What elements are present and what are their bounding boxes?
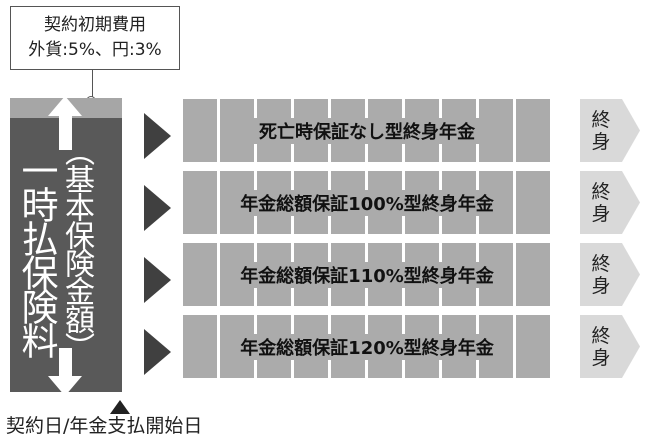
- pointer-icon: [144, 113, 171, 159]
- premium-column: [10, 118, 122, 392]
- lifetime-label: 終 身: [591, 252, 611, 297]
- lifetime-label: 終 身: [591, 324, 611, 369]
- premium-sublabel: （基本保険金額）: [59, 136, 94, 360]
- annuity-label: 年金総額保証100%型終身年金: [234, 189, 500, 216]
- pointer-icon: [144, 257, 171, 303]
- pointer-icon: [144, 329, 171, 375]
- annuity-label: 年金総額保証110%型終身年金: [234, 261, 500, 288]
- start-marker-icon: [110, 400, 130, 414]
- annuity-label: 死亡時保証なし型終身年金: [253, 117, 481, 144]
- initial-fee-title: 契約初期費用: [44, 15, 146, 35]
- pointer-icon: [144, 185, 171, 231]
- annuity-label: 年金総額保証120%型終身年金: [234, 333, 500, 360]
- callout-connector: [92, 70, 93, 98]
- annuity-bar: 死亡時保証なし型終身年金: [183, 99, 551, 162]
- annuity-bar: 年金総額保証110%型終身年金: [183, 243, 551, 306]
- initial-fee-callout: 契約初期費用 外貨:5%、円:3%: [10, 6, 180, 70]
- arrow-down-icon: [48, 376, 82, 396]
- premium-label: 一時払保険料: [15, 152, 58, 356]
- arrow-down-shaft: [59, 348, 72, 378]
- annuity-bar: 年金総額保証120%型終身年金: [183, 315, 551, 378]
- lifetime-label: 終 身: [591, 180, 611, 225]
- annuity-bar: 年金総額保証100%型終身年金: [183, 171, 551, 234]
- lifetime-label: 終 身: [591, 108, 611, 153]
- start-date-label: 契約日/年金支払開始日: [6, 415, 203, 437]
- arrow-up-icon: [48, 96, 82, 116]
- initial-fee-rates: 外貨:5%、円:3%: [28, 40, 162, 60]
- arrow-up-shaft: [59, 112, 72, 150]
